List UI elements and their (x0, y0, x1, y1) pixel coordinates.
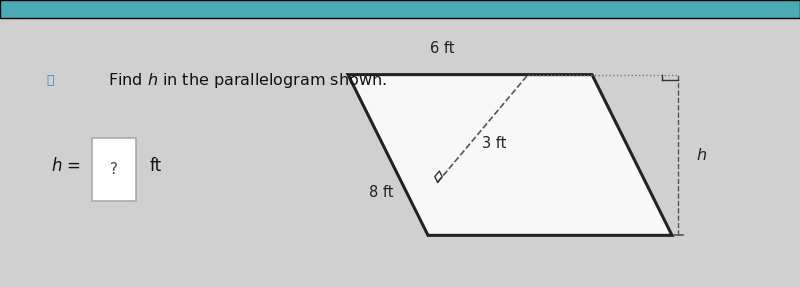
Text: ?: ? (110, 162, 118, 177)
Polygon shape (348, 75, 672, 235)
Text: $h$ =: $h$ = (50, 158, 81, 175)
Text: 🔊: 🔊 (46, 74, 54, 87)
Text: ft: ft (149, 158, 162, 175)
Text: 3 ft: 3 ft (482, 136, 506, 151)
Text: 6 ft: 6 ft (430, 41, 454, 56)
Text: Find $h$ in the parallelogram shown.: Find $h$ in the parallelogram shown. (108, 71, 386, 90)
FancyBboxPatch shape (92, 138, 136, 201)
FancyBboxPatch shape (0, 0, 800, 18)
Text: 8 ft: 8 ft (369, 185, 393, 200)
Text: $h$: $h$ (696, 147, 707, 163)
